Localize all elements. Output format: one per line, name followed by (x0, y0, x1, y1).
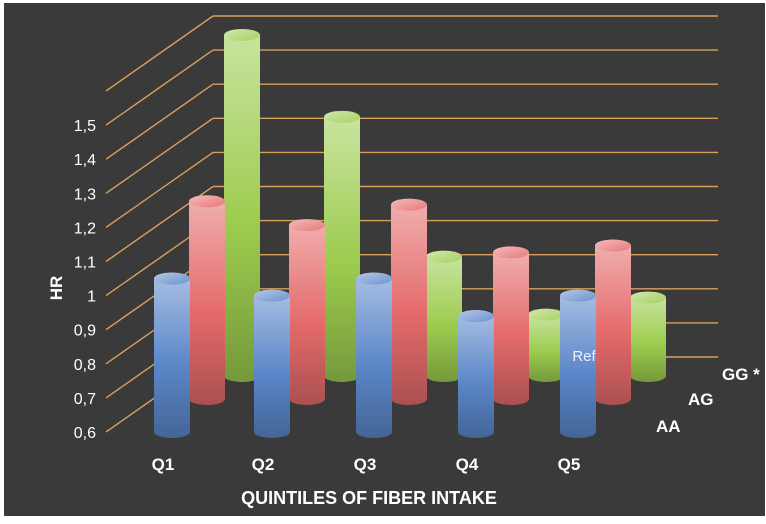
series-label: AA (656, 417, 681, 436)
y-axis-label: HR (47, 276, 66, 301)
bar-ag-q4 (493, 246, 529, 405)
gridline-diagonal (105, 151, 214, 228)
chart-background (4, 3, 765, 516)
bar-gg-q5 (630, 291, 666, 382)
bar-aa-q3 (356, 272, 392, 438)
bar-aa-q2 (254, 289, 290, 438)
y-tick-label: 1,1 (74, 255, 96, 272)
y-tick-label: 0,6 (74, 425, 96, 442)
bar-ag-q5 (595, 239, 631, 405)
y-tick-label: 1,2 (74, 220, 96, 237)
bar-ag-q1 (189, 195, 225, 405)
bar-gg-q2 (324, 110, 360, 382)
gridline-diagonal (105, 83, 214, 160)
y-tick-label: 1,5 (74, 118, 96, 135)
bar-gg-q1 (224, 29, 260, 382)
x-tick-label: Q3 (354, 455, 377, 474)
series-label: GG * (722, 365, 760, 384)
x-tick-label: Q5 (558, 455, 581, 474)
bar-ag-q2 (289, 219, 325, 405)
bar-aa-q1 (154, 272, 190, 438)
gridline-diagonal (105, 15, 214, 92)
bar-gg-q3 (426, 250, 462, 382)
gridline-diagonal (105, 117, 214, 194)
series-label: AG (688, 390, 714, 409)
y-tick-label: 1 (87, 289, 96, 306)
gridline-diagonal (105, 49, 214, 126)
bar-gg-q4 (528, 308, 564, 382)
y-tick-label: 1,4 (74, 152, 96, 169)
labels-layer: 0,6 0,7 0,8 0,9 1 1,1 1,2 1,3 1,4 1,5 Q1 Q2 Q3 Q4 Q5 Re… (74, 118, 760, 474)
x-tick-label: Q4 (456, 455, 479, 474)
bar-aa-q4 (458, 310, 494, 438)
y-tick-label: 1,3 (74, 186, 96, 203)
x-axis-label: QUINTILES OF FIBER INTAKE (241, 488, 497, 508)
y-tick-label: 0,9 (74, 323, 96, 340)
bar-ag-q3 (391, 198, 427, 405)
annotation-label: Ref (572, 348, 596, 365)
x-tick-label: Q2 (252, 455, 275, 474)
bar-aa-q5 (560, 289, 596, 438)
bars-layer (154, 29, 666, 438)
y-tick-label: 0,8 (74, 357, 96, 374)
y-tick-label: 0,7 (74, 391, 96, 408)
x-tick-label: Q1 (152, 455, 175, 474)
